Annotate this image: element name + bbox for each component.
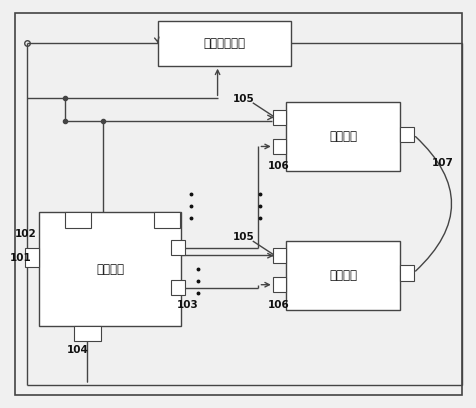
Text: 降压模块: 降压模块 [328, 268, 357, 282]
Bar [170, 240, 185, 255]
Text: 105: 105 [232, 94, 254, 104]
Text: 101: 101 [10, 253, 32, 263]
Text: 第一开关模块: 第一开关模块 [203, 37, 245, 50]
Bar [399, 127, 413, 142]
Text: 处理模块: 处理模块 [96, 263, 124, 275]
Bar [286, 241, 399, 310]
Bar [286, 102, 399, 171]
Text: 105: 105 [232, 232, 254, 242]
Text: 106: 106 [268, 299, 289, 310]
Bar [154, 212, 179, 228]
Bar [272, 110, 286, 125]
Bar [157, 21, 290, 66]
Text: 104: 104 [67, 345, 89, 355]
Text: 102: 102 [15, 229, 37, 239]
Text: 106: 106 [268, 162, 289, 171]
Bar [272, 277, 286, 293]
Text: 降压模块: 降压模块 [328, 131, 357, 143]
Bar [65, 212, 91, 228]
Text: 103: 103 [176, 300, 198, 310]
Bar [272, 248, 286, 264]
Text: 107: 107 [431, 158, 453, 168]
Bar [74, 326, 100, 341]
Bar [39, 212, 181, 326]
Bar [272, 139, 286, 154]
Bar [170, 280, 185, 295]
Bar [399, 265, 413, 281]
Bar [25, 248, 39, 267]
